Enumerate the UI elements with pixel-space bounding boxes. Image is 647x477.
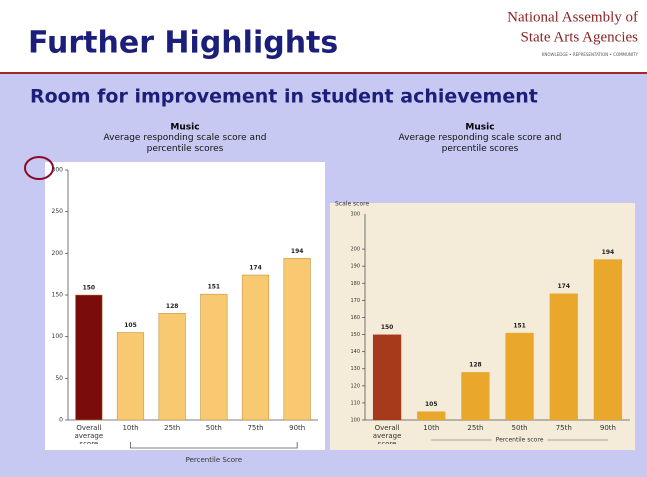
x-tick-label: 75th	[247, 424, 264, 432]
x-tick-label: 25th	[164, 424, 181, 432]
x-tick-label-box: 90th	[599, 424, 616, 432]
x-tick-label: 90th	[599, 424, 616, 432]
value-label: 128	[469, 362, 482, 369]
chart-subtitle: Average responding scale score and perce…	[103, 133, 267, 154]
y-tick-label: 180	[350, 281, 360, 287]
chart-subtitle-box: Average responding scale score and perce…	[398, 133, 562, 154]
bracket	[130, 442, 298, 449]
y-axis-label: Scale score	[335, 201, 369, 208]
x-tick-label-box: 90th	[289, 424, 306, 432]
bar	[505, 332, 534, 420]
y-tick-label: 150	[350, 332, 360, 338]
x-axis-label: Percentile score	[496, 437, 544, 444]
y-tick-label: 160	[350, 315, 360, 321]
bar	[158, 313, 186, 421]
x-tick-label-box: Overall average score	[372, 424, 402, 444]
y-tick-label: 250	[52, 208, 64, 215]
y-tick-label: 110	[350, 400, 360, 406]
value-label: 128	[166, 303, 179, 310]
x-tick-label: 10th	[122, 424, 139, 432]
y-tick-label: 100	[52, 333, 64, 340]
value-label: 194	[602, 249, 615, 256]
chart-title: Music	[465, 123, 494, 133]
y-tick-label: 200	[350, 247, 360, 253]
value-label: 105	[124, 322, 137, 329]
subtitle: Room for improvement in student achievem…	[30, 86, 538, 108]
bar	[283, 258, 311, 421]
logo-line: National Assembly of	[507, 9, 638, 25]
x-axis-label-bg	[491, 435, 548, 445]
x-tick-label: 10th	[423, 424, 440, 432]
x-tick-label-box: 75th	[247, 424, 264, 432]
x-tick-label: Overall average score	[372, 424, 402, 444]
x-tick-label-box: 25th	[164, 424, 181, 432]
x-tick-label-box: 10th	[423, 424, 440, 432]
x-tick-label-box: 50th	[205, 424, 222, 432]
chart-subtitle-box: Average responding scale score and perce…	[103, 133, 267, 154]
value-label: 151	[208, 284, 221, 291]
x-tick-label-box: 25th	[467, 424, 484, 432]
bar	[200, 293, 228, 421]
x-tick-label-box: 75th	[555, 424, 572, 432]
y-tick-label: 170	[350, 298, 360, 304]
bar	[593, 259, 623, 420]
bar	[549, 293, 578, 420]
x-tick-label: 90th	[289, 424, 306, 432]
value-label: 151	[513, 322, 526, 329]
value-label: 194	[291, 248, 304, 255]
bar	[372, 334, 402, 420]
value-label: 174	[557, 283, 570, 290]
highlight-circle	[24, 156, 54, 180]
x-tick-label: 75th	[555, 424, 572, 432]
bar	[417, 411, 446, 420]
header-band	[0, 0, 647, 72]
value-label: 105	[425, 401, 438, 408]
chart-subtitle: Average responding scale score and perce…	[398, 133, 562, 154]
y-tick-label: 0	[59, 417, 63, 424]
y-tick-label: 100	[350, 418, 360, 424]
y-tick-label: 190	[350, 264, 360, 270]
chart-title: Music	[170, 123, 199, 133]
logo-line: State Arts Agencies	[521, 29, 639, 45]
x-tick-label: 50th	[205, 424, 222, 432]
y-tick-label: 140	[350, 349, 360, 355]
x-tick-label-box: Overall average score	[74, 424, 104, 444]
value-label: 150	[381, 324, 394, 331]
logo-tagline: KNOWLEDGE • REPRESENTATION • COMMUNITY	[542, 52, 639, 57]
value-label: 174	[249, 265, 262, 272]
y-tick-label: 200	[52, 250, 64, 257]
y-tick-label: 50	[55, 375, 63, 382]
value-label: 150	[83, 285, 96, 292]
x-tick-label-box: 10th	[122, 424, 139, 432]
bar	[461, 372, 490, 420]
x-axis-label: Percentile Score	[186, 456, 242, 464]
bar	[75, 294, 103, 421]
y-tick-label: 300	[52, 167, 64, 174]
x-tick-label: 25th	[467, 424, 484, 432]
bar	[116, 332, 145, 421]
y-tick-label: 120	[350, 383, 360, 389]
x-tick-label: Overall average score	[74, 424, 104, 444]
y-tick-label: 150	[52, 292, 64, 299]
y-tick-label: 130	[350, 366, 360, 372]
slide-title: Further Highlights	[28, 26, 338, 61]
bar	[241, 274, 270, 421]
x-tick-label: 50th	[511, 424, 528, 432]
y-tick-label: 300	[350, 212, 360, 218]
x-tick-label-box: 50th	[511, 424, 528, 432]
